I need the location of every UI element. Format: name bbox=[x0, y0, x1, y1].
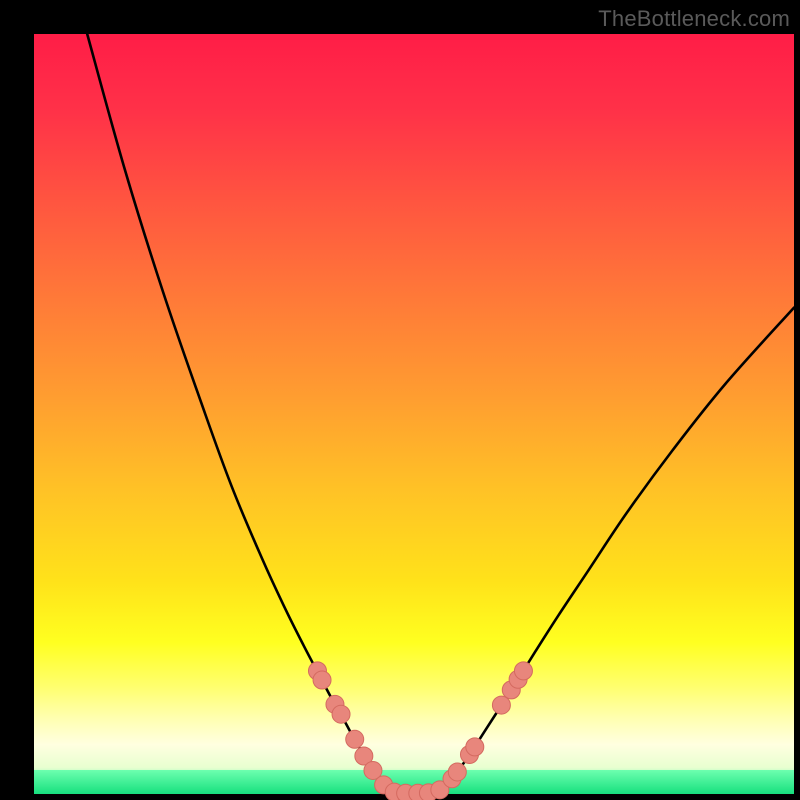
watermark-text: TheBottleneck.com bbox=[598, 6, 790, 32]
plot-area bbox=[34, 34, 794, 794]
data-marker bbox=[346, 730, 364, 748]
data-marker bbox=[313, 671, 331, 689]
curve-layer bbox=[34, 34, 794, 794]
curve-left bbox=[87, 34, 391, 793]
chart-frame: TheBottleneck.com bbox=[0, 0, 800, 800]
curve-right bbox=[437, 308, 794, 794]
data-marker bbox=[466, 738, 484, 756]
data-marker bbox=[492, 696, 510, 714]
data-marker bbox=[332, 705, 350, 723]
data-marker bbox=[448, 763, 466, 781]
data-marker bbox=[514, 662, 532, 680]
